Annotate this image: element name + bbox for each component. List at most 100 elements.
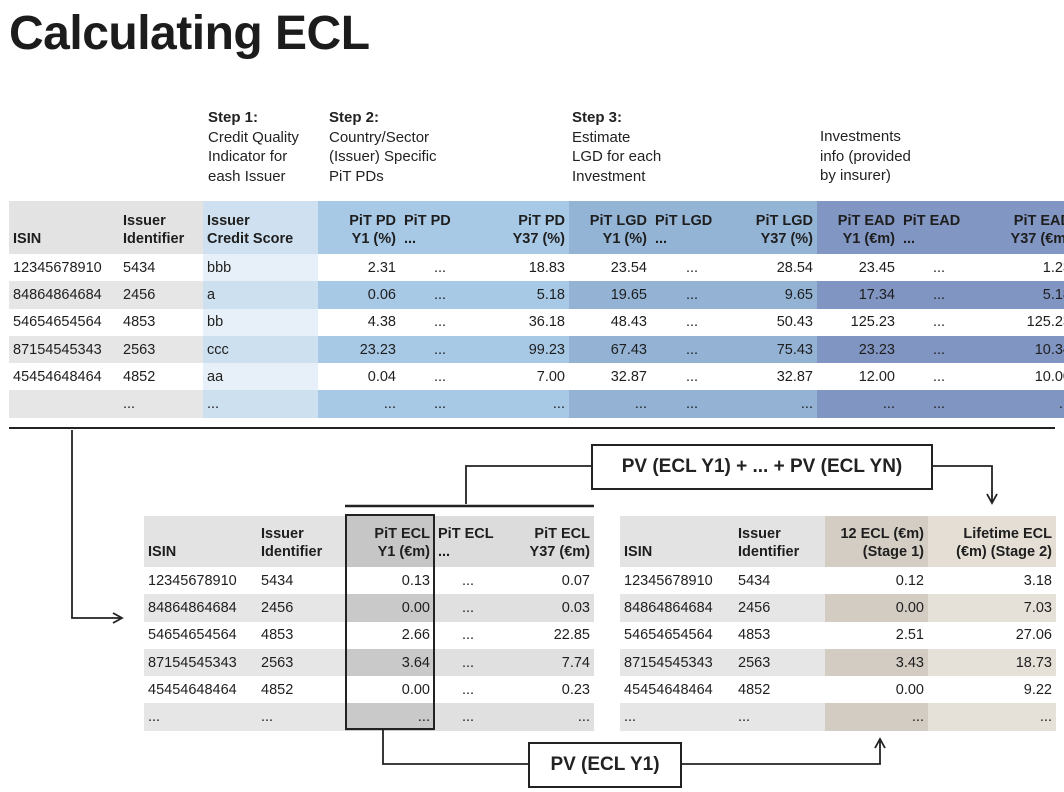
investments-line: info (provided: [820, 147, 911, 165]
table-cell: 0.12: [825, 567, 928, 595]
table-cell: 5.18: [480, 281, 569, 309]
column-header-line: Lifetime ECL: [963, 526, 1052, 542]
table-cell: 0.03: [502, 594, 594, 622]
table-cell: bb: [203, 308, 318, 336]
column-header: 12 ECL (€m) (Stage 1): [825, 516, 928, 567]
table-cell: ...: [733, 390, 817, 418]
table-cell: 99.23: [480, 335, 569, 364]
table-cell: 2563: [734, 648, 825, 677]
table-cell: 5434: [119, 254, 203, 282]
table-cell: 12345678910: [144, 567, 257, 595]
table-cell: ...: [480, 390, 569, 418]
table-cell: 125.23: [979, 308, 1064, 336]
table-cell: 0.23: [502, 676, 594, 704]
table-cell: ...: [899, 281, 979, 309]
table-cell: ...: [119, 390, 203, 418]
table-cell: ...: [434, 621, 502, 649]
column-header: PiT LGD...: [651, 201, 733, 254]
table-cell: ...: [400, 390, 480, 418]
table-cell: ...: [257, 703, 345, 731]
column-header-line: ...: [655, 231, 668, 247]
table-cell: ...: [569, 390, 651, 418]
section-divider: [9, 427, 1055, 429]
table-cell: ...: [434, 648, 502, 677]
column-header-line: PiT ECL: [438, 526, 494, 542]
table-cell: ...: [979, 390, 1064, 418]
table-cell: ...: [928, 703, 1056, 731]
column-header-line: ...: [438, 544, 451, 560]
table-cell: ...: [144, 703, 257, 731]
table-cell: 10.34: [979, 335, 1064, 364]
column-header: ISIN: [620, 516, 734, 567]
table-cell: ...: [899, 390, 979, 418]
column-header-line: PiT EAD: [1013, 213, 1064, 229]
column-header: PiT LGD Y37 (%): [733, 201, 817, 254]
column-header-line: ISIN: [624, 544, 653, 560]
table-cell: 2456: [119, 281, 203, 309]
table-cell: 32.87: [569, 363, 651, 391]
table-row: .................................: [9, 390, 1064, 418]
step1-label: Step 1:: [208, 109, 259, 126]
page-title: Calculating ECL: [9, 7, 370, 60]
table-cell: 0.07: [502, 567, 594, 595]
column-header-line: Identifier: [261, 544, 323, 560]
table-cell: 0.13: [345, 567, 434, 595]
investments-line: by insurer): [820, 167, 891, 184]
table-cell: 75.43: [733, 335, 817, 364]
table-cell: 23.23: [318, 335, 400, 364]
table-header-row: ISIN Issuer Identifier PiT ECL Y1 (€m) PiT EC…: [144, 516, 594, 567]
table-cell: a: [203, 281, 318, 309]
column-header-line: PiT ECL: [374, 526, 430, 542]
column-header-line: (€m) (Stage 2): [956, 544, 1052, 560]
table-cell: ...: [434, 676, 502, 704]
step2-label: Step 2:: [329, 109, 380, 126]
table-cell: 12345678910: [9, 254, 119, 282]
table-cell: 0.00: [345, 594, 434, 622]
column-header: Lifetime ECL (€m) (Stage 2): [928, 516, 1056, 567]
table-header-row: ISIN Issuer Identifier Issuer Credit Score Pi…: [9, 201, 1064, 254]
table-cell: 7.03: [928, 594, 1056, 622]
table-cell: 0.00: [825, 676, 928, 704]
column-header: PiT PD...: [400, 201, 480, 254]
step3-line: LGD for each: [572, 148, 662, 165]
table-cell: 32.87: [733, 363, 817, 391]
column-header-line: Y1 (€m): [842, 231, 895, 247]
column-header-line: Issuer: [123, 213, 166, 229]
column-header: ISIN: [144, 516, 257, 567]
table-cell: ...: [203, 390, 318, 418]
table-cell: ...: [434, 567, 502, 595]
table-cell: ...: [651, 308, 733, 336]
table-cell: ...: [318, 390, 400, 418]
table-cell: 0.00: [345, 676, 434, 704]
column-header-line: PiT LGD: [655, 213, 713, 229]
table-cell: ...: [345, 703, 434, 731]
table-cell: 2456: [734, 594, 825, 622]
table-cell: 23.23: [817, 335, 899, 364]
table-cell: bbb: [203, 254, 318, 282]
table-cell: 4853: [257, 621, 345, 649]
table-cell: ...: [651, 335, 733, 364]
column-header-line: Identifier: [738, 544, 800, 560]
table-cell: 22.85: [502, 621, 594, 649]
table-cell: ...: [502, 703, 594, 731]
table-cell: 5434: [734, 567, 825, 595]
table-cell: 2456: [257, 594, 345, 622]
table-cell: 50.43: [733, 308, 817, 336]
table-cell: ...: [651, 363, 733, 391]
table-header-row: ISIN Issuer Identifier 12 ECL (€m) (Stage 1)…: [620, 516, 1056, 567]
table-row: 87154545343 2563 3.64... 7.74: [144, 648, 594, 677]
pv-sum-box: PV (ECL Y1) + ... + PV (ECL YN): [591, 444, 933, 490]
column-header: PiT EAD Y1 (€m): [817, 201, 899, 254]
table-cell: ccc: [203, 335, 318, 364]
column-header-line: Issuer: [207, 213, 250, 229]
step1-line: Indicator for: [208, 148, 288, 165]
table-cell: 87154545343: [9, 335, 119, 364]
table-cell: 2563: [257, 648, 345, 677]
table-cell: 23.45: [817, 254, 899, 282]
column-header: PiT EAD Y37 (€m): [979, 201, 1064, 254]
column-header-line: ISIN: [148, 544, 177, 560]
column-header: PiT ECL Y37 (€m): [502, 516, 594, 567]
table-cell: ...: [400, 363, 480, 391]
table-cell: 84864864684: [620, 594, 734, 622]
column-header-line: Identifier: [123, 231, 185, 247]
